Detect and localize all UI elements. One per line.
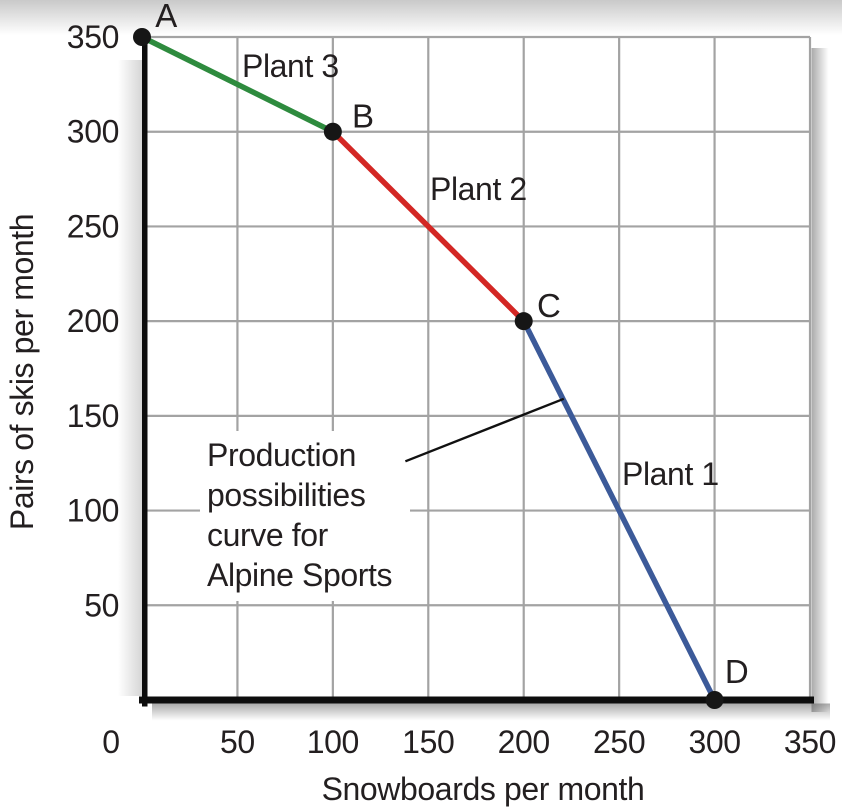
- gridlines: [142, 35, 812, 700]
- annotation-leader-line: [404, 397, 565, 463]
- series-line-plant-2: [330, 129, 526, 324]
- y-axis-title: Pairs of skis per month: [4, 214, 40, 530]
- annotation-line-2: curve for: [207, 517, 329, 553]
- series-label-plant-3: Plant 3: [242, 48, 339, 84]
- plot-shadow-right: [811, 48, 829, 712]
- annotation-line-3: Alpine Sports: [207, 557, 392, 593]
- x-axis-line: [139, 696, 814, 704]
- x-tick-100: 100: [307, 724, 359, 760]
- annotation-line-1: possibilities: [207, 477, 365, 513]
- x-tick-200: 200: [498, 724, 550, 760]
- y-tick-200: 200: [67, 303, 119, 339]
- y-tick-300: 300: [67, 114, 119, 150]
- top-gradient: [0, 0, 842, 35]
- y-tick-50: 50: [84, 587, 119, 623]
- point-label-C: C: [537, 287, 560, 324]
- annotation-line-0: Production: [207, 437, 356, 473]
- x-axis-title: Snowboards per month: [322, 771, 645, 807]
- x-tick-150: 150: [402, 724, 454, 760]
- x-tick-300: 300: [688, 724, 740, 760]
- x-tick-250: 250: [593, 724, 645, 760]
- y-axis-line: [142, 37, 148, 707]
- y-tick-250: 250: [67, 208, 119, 244]
- point-dot-C: [514, 312, 533, 331]
- axis-shadow-left: [118, 60, 142, 696]
- point-dot-A: [133, 28, 151, 46]
- x-tick-50: 50: [220, 724, 255, 760]
- point-label-D: D: [725, 653, 748, 690]
- point-label-B: B: [352, 98, 374, 135]
- point-label-A: A: [155, 0, 177, 34]
- series-line-plant-3: [140, 34, 335, 135]
- x-tick-0: 0: [102, 724, 119, 760]
- series-line-plant-1: [521, 319, 718, 702]
- point-dot-D: [705, 691, 724, 709]
- point-dot-B: [323, 122, 342, 141]
- plot-shadow-bottom: [152, 703, 830, 721]
- series-label-plant-2: Plant 2: [430, 171, 527, 207]
- y-tick-350: 350: [67, 19, 119, 55]
- series-label-plant-1: Plant 1: [622, 456, 719, 492]
- annotation-backdrop: [200, 431, 410, 601]
- y-tick-100: 100: [67, 493, 119, 529]
- y-tick-150: 150: [67, 398, 119, 434]
- x-tick-350: 350: [784, 724, 836, 760]
